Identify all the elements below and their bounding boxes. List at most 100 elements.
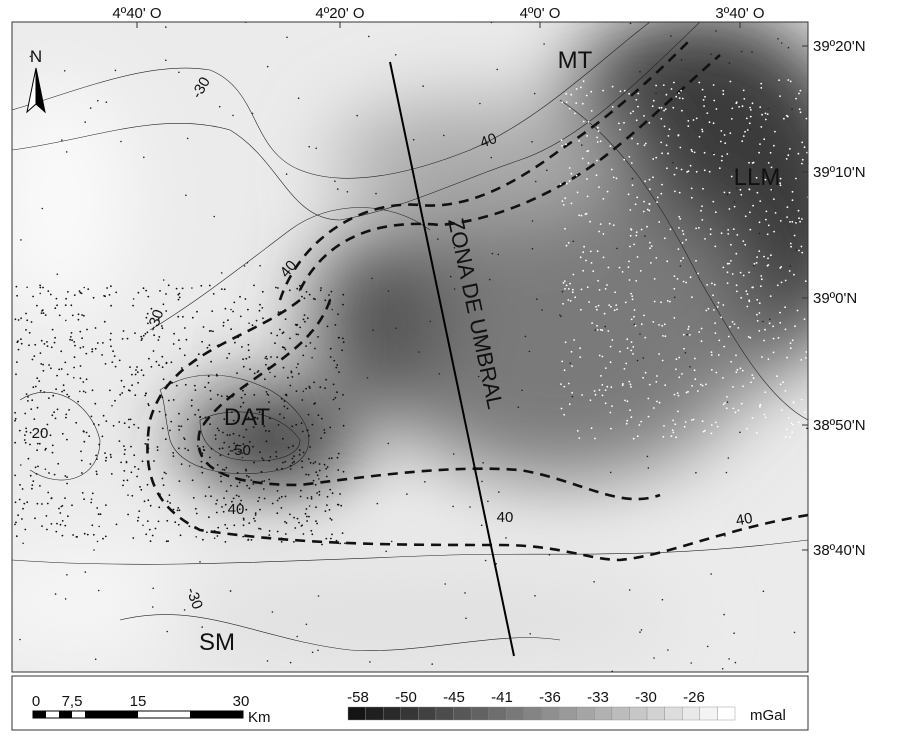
stipple-dot bbox=[580, 309, 582, 311]
stipple-dot bbox=[342, 338, 344, 340]
stipple-dot bbox=[62, 520, 64, 522]
stipple-dot bbox=[14, 524, 16, 526]
stipple-dot bbox=[179, 509, 181, 511]
stipple-dot bbox=[677, 135, 679, 137]
stipple-dot bbox=[319, 463, 321, 465]
stipple-dot bbox=[743, 90, 745, 92]
stipple-dot bbox=[36, 473, 38, 475]
stipple-dot bbox=[609, 223, 611, 225]
stipple-dot bbox=[214, 537, 216, 539]
stipple-dot bbox=[98, 444, 100, 446]
stipple-dot bbox=[88, 435, 90, 437]
stipple-dot bbox=[270, 332, 272, 334]
stipple-dot bbox=[50, 434, 52, 436]
stipple-dot bbox=[749, 122, 751, 124]
stipple-dot bbox=[319, 494, 321, 496]
stipple-dot bbox=[313, 463, 315, 465]
stipple-dot bbox=[792, 339, 794, 341]
stipple-dot bbox=[265, 364, 267, 366]
stipple-dot bbox=[778, 79, 780, 81]
stipple-dot bbox=[711, 283, 713, 285]
stipple-dot bbox=[667, 300, 669, 302]
stipple-dot bbox=[569, 180, 571, 182]
stipple-dot bbox=[759, 312, 761, 314]
stipple-dot bbox=[305, 345, 307, 347]
stipple-dot bbox=[756, 299, 758, 301]
stipple-dot bbox=[52, 395, 54, 397]
stipple-dot bbox=[691, 188, 693, 190]
stipple-dot bbox=[233, 433, 235, 435]
stipple-dot bbox=[608, 267, 610, 269]
stipple-dot bbox=[580, 256, 582, 258]
stipple-dot bbox=[650, 262, 652, 264]
stipple-dot bbox=[19, 430, 21, 432]
stipple-dot bbox=[222, 469, 224, 471]
stipple-dot bbox=[635, 99, 637, 101]
stipple-dot bbox=[246, 475, 248, 477]
stipple-dot bbox=[741, 140, 743, 142]
stipple-dot bbox=[85, 392, 87, 394]
stipple-dot bbox=[311, 498, 313, 500]
stipple-dot bbox=[730, 81, 732, 83]
stipple-dot bbox=[270, 456, 272, 458]
stipple-dot bbox=[701, 219, 703, 221]
stipple-dot bbox=[745, 215, 747, 217]
stipple-dot bbox=[90, 107, 92, 109]
stipple-dot bbox=[789, 270, 791, 272]
stipple-dot bbox=[91, 498, 93, 500]
stipple-dot bbox=[610, 428, 612, 430]
latitude-label: 39º0'N bbox=[813, 290, 857, 307]
stipple-dot bbox=[104, 295, 106, 297]
stipple-dot bbox=[531, 141, 533, 143]
color-swatch bbox=[436, 707, 454, 720]
stipple-dot bbox=[96, 507, 98, 509]
stipple-dot bbox=[782, 381, 784, 383]
stipple-dot bbox=[649, 242, 651, 244]
stipple-dot bbox=[330, 356, 332, 358]
stipple-dot bbox=[32, 386, 34, 388]
stipple-dot bbox=[42, 364, 44, 366]
stipple-dot bbox=[683, 334, 685, 336]
stipple-dot bbox=[677, 278, 679, 280]
stipple-dot bbox=[598, 231, 600, 233]
longitude-label: 4º40' O bbox=[112, 5, 161, 22]
stipple-dot bbox=[652, 158, 654, 160]
stipple-dot bbox=[252, 484, 254, 486]
stipple-dot bbox=[282, 462, 284, 464]
stipple-dot bbox=[722, 377, 724, 379]
stipple-dot bbox=[214, 530, 216, 532]
stipple-dot bbox=[664, 126, 666, 128]
stipple-dot bbox=[675, 96, 677, 98]
stipple-dot bbox=[616, 248, 618, 250]
stipple-dot bbox=[713, 100, 715, 102]
stipple-dot bbox=[586, 95, 588, 97]
stipple-dot bbox=[635, 325, 637, 327]
stipple-dot bbox=[772, 325, 774, 327]
stipple-dot bbox=[640, 270, 642, 272]
stipple-dot bbox=[14, 420, 16, 422]
stipple-dot bbox=[217, 527, 219, 529]
stipple-dot bbox=[182, 288, 184, 290]
stipple-dot bbox=[750, 116, 752, 118]
stipple-dot bbox=[691, 151, 693, 153]
stipple-dot bbox=[279, 497, 281, 499]
stipple-dot bbox=[562, 200, 564, 202]
stipple-dot bbox=[764, 414, 766, 416]
stipple-dot bbox=[648, 467, 650, 469]
stipple-dot bbox=[201, 626, 203, 628]
stipple-dot bbox=[109, 294, 111, 296]
stipple-dot bbox=[609, 412, 611, 414]
stipple-dot bbox=[217, 394, 219, 396]
stipple-dot bbox=[577, 430, 579, 432]
stipple-dot bbox=[789, 148, 791, 150]
stipple-dot bbox=[721, 155, 723, 157]
stipple-dot bbox=[324, 464, 326, 466]
stipple-dot bbox=[249, 356, 251, 358]
stipple-dot bbox=[66, 476, 68, 478]
stipple-dot bbox=[724, 134, 726, 136]
stipple-dot bbox=[241, 346, 243, 348]
stipple-dot bbox=[787, 154, 789, 156]
stipple-dot bbox=[565, 341, 567, 343]
stipple-dot bbox=[800, 111, 802, 113]
stipple-dot bbox=[675, 436, 677, 438]
